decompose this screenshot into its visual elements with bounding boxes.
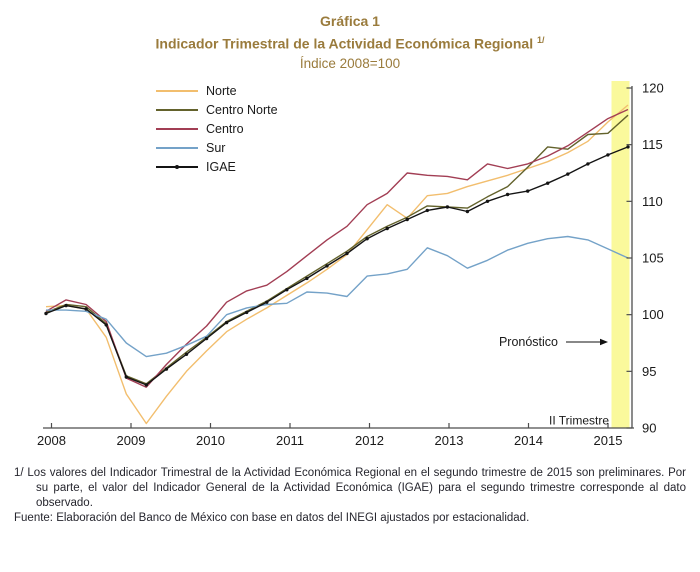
series-igae-marker bbox=[144, 382, 148, 387]
legend-swatch-igae bbox=[156, 165, 198, 170]
series-igae-marker bbox=[124, 374, 128, 379]
legend-label: Sur bbox=[206, 141, 226, 156]
series-igae-marker bbox=[245, 310, 249, 314]
legend-item-igae: IGAE bbox=[156, 158, 278, 177]
series-centro-norte-line bbox=[45, 114, 629, 385]
series-igae-marker bbox=[224, 320, 229, 324]
source-note: Fuente: Elaboración del Banco de México … bbox=[14, 511, 530, 524]
footnote-marker-sup: 1/ bbox=[536, 35, 545, 45]
footnotes: 1/ Los valores del Indicador Trimestral … bbox=[14, 466, 686, 526]
legend-item-centro: Centro bbox=[156, 120, 278, 139]
series-igae-marker bbox=[84, 306, 88, 311]
legend-label: IGAE bbox=[206, 160, 236, 175]
series-igae-marker bbox=[164, 367, 169, 371]
x-tick-label: 2009 bbox=[117, 433, 146, 448]
series-igae-marker bbox=[345, 251, 349, 255]
series-igae-marker bbox=[425, 208, 429, 212]
series-sur-line bbox=[46, 235, 629, 357]
x-tick-label: 2014 bbox=[514, 433, 543, 448]
series-igae-line bbox=[45, 145, 629, 386]
series-igae-marker bbox=[405, 217, 409, 221]
series-igae-marker bbox=[44, 311, 48, 315]
x-tick-label: 2011 bbox=[276, 433, 304, 448]
series-igae-marker bbox=[566, 172, 570, 176]
series-igae-marker bbox=[285, 287, 289, 292]
series-igae-marker bbox=[325, 263, 329, 268]
series-igae-marker bbox=[365, 236, 369, 241]
chart-header: Gráfica 1 Indicador Trimestral de la Act… bbox=[0, 0, 700, 73]
series-igae-marker bbox=[104, 322, 108, 327]
legend-item-norte: Norte bbox=[156, 82, 278, 101]
series-igae-marker bbox=[385, 226, 389, 230]
x-tick-label: 2013 bbox=[435, 433, 464, 448]
legend-label: Centro Norte bbox=[206, 103, 278, 118]
axes-group: 90 95 100 105 110 115 120 2008 2009 2010 2011 2012 2… bbox=[37, 80, 664, 448]
series-igae-marker bbox=[546, 181, 550, 185]
forecast-arrowhead-icon bbox=[600, 338, 608, 345]
series-igae-marker bbox=[305, 276, 309, 280]
series-igae-marker bbox=[64, 303, 68, 307]
series-igae-marker bbox=[505, 192, 510, 196]
y-tick-label: 90 bbox=[642, 420, 656, 435]
y-tick-label: 105 bbox=[642, 250, 664, 265]
legend-swatch-sur bbox=[156, 147, 198, 150]
legend-item-centro-norte: Centro Norte bbox=[156, 101, 278, 120]
series-igae-marker bbox=[586, 161, 590, 166]
legend-swatch-centro bbox=[156, 128, 198, 131]
series-igae-marker bbox=[204, 336, 209, 340]
chart-title: Gráfica 1 bbox=[320, 13, 380, 29]
x-tick-label: 2010 bbox=[196, 433, 225, 448]
series-igae-marker bbox=[526, 189, 530, 193]
footnote-body: Los valores del Indicador Trimestral de … bbox=[27, 466, 686, 509]
series-igae-marker bbox=[184, 352, 189, 356]
series-igae-marker bbox=[606, 152, 610, 157]
y-tick-label: 120 bbox=[642, 80, 664, 95]
legend-label: Norte bbox=[206, 84, 237, 99]
legend-marker-dot-icon bbox=[175, 165, 179, 170]
series-norte-line bbox=[45, 104, 629, 424]
series-igae-marker bbox=[445, 204, 450, 209]
chart-subtitle: Indicador Trimestral de la Actividad Eco… bbox=[0, 31, 700, 54]
series-centro-line bbox=[45, 108, 629, 388]
chart-area: 90 95 100 105 110 115 120 2008 2009 2010 2011 2012 2… bbox=[0, 73, 700, 463]
series-group bbox=[44, 104, 630, 424]
chart-subtitle-text: Indicador Trimestral de la Actividad Eco… bbox=[155, 35, 534, 52]
x-tick-label: 2008 bbox=[37, 433, 66, 448]
legend-swatch-centro-norte bbox=[156, 109, 198, 112]
y-tick-label: 95 bbox=[642, 363, 656, 378]
legend-label: Centro bbox=[206, 122, 244, 137]
quarter-label: II Trimestre bbox=[549, 413, 609, 427]
footnote-text: 1/ Los valores del Indicador Trimestral … bbox=[14, 466, 686, 511]
y-tick-label: 100 bbox=[642, 307, 664, 322]
x-tick-label: 2012 bbox=[355, 433, 384, 448]
chart-legend: Norte Centro Norte Centro Sur IGAE bbox=[156, 82, 278, 177]
series-igae-marker bbox=[465, 209, 470, 213]
forecast-label: Pronóstico bbox=[499, 335, 558, 349]
legend-swatch-norte bbox=[156, 90, 198, 93]
series-igae-marker bbox=[626, 144, 630, 149]
chart-units: Índice 2008=100 bbox=[299, 55, 401, 71]
legend-item-sur: Sur bbox=[156, 139, 278, 158]
y-tick-label: 115 bbox=[642, 137, 663, 152]
y-tick-label: 110 bbox=[642, 193, 663, 208]
forecast-annotation: Pronóstico bbox=[499, 335, 608, 349]
footnote-marker: 1/ bbox=[14, 466, 24, 479]
series-igae-marker bbox=[485, 199, 490, 203]
series-igae-marker bbox=[265, 300, 269, 304]
chart-svg: 90 95 100 105 110 115 120 2008 2009 2010 2011 2012 2… bbox=[37, 80, 664, 448]
x-tick-label: 2015 bbox=[594, 433, 623, 448]
